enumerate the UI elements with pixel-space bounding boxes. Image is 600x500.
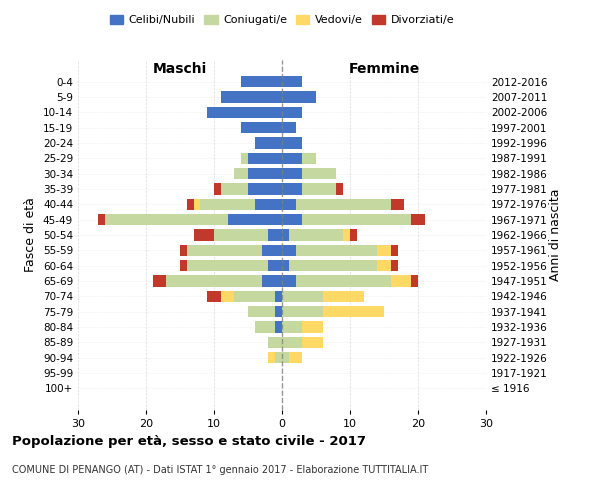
Bar xyxy=(214,229,268,241)
Bar xyxy=(248,168,282,179)
Bar xyxy=(282,229,289,241)
Bar xyxy=(282,76,302,88)
Bar xyxy=(214,183,221,194)
Bar xyxy=(187,260,268,272)
Bar xyxy=(282,91,316,102)
Text: Femmine: Femmine xyxy=(349,62,419,76)
Bar xyxy=(282,276,296,287)
Bar xyxy=(391,198,404,210)
Bar xyxy=(302,168,337,179)
Bar xyxy=(241,152,248,164)
Bar xyxy=(350,229,357,241)
Bar xyxy=(275,306,282,318)
Bar xyxy=(411,276,418,287)
Bar xyxy=(289,260,377,272)
Bar xyxy=(282,322,302,333)
Bar xyxy=(275,352,282,364)
Bar xyxy=(275,290,282,302)
Y-axis label: Anni di nascita: Anni di nascita xyxy=(550,188,562,281)
Bar xyxy=(391,244,398,256)
Bar xyxy=(411,214,425,226)
Bar xyxy=(255,137,282,148)
Bar xyxy=(282,244,296,256)
Bar xyxy=(268,229,282,241)
Bar xyxy=(282,306,323,318)
Bar xyxy=(194,229,214,241)
Bar xyxy=(187,198,194,210)
Bar xyxy=(235,168,248,179)
Bar xyxy=(391,276,411,287)
Bar xyxy=(302,214,411,226)
Bar xyxy=(221,183,248,194)
Bar xyxy=(221,290,235,302)
Bar xyxy=(282,168,302,179)
Text: COMUNE DI PENANGO (AT) - Dati ISTAT 1° gennaio 2017 - Elaborazione TUTTITALIA.IT: COMUNE DI PENANGO (AT) - Dati ISTAT 1° g… xyxy=(12,465,428,475)
Bar xyxy=(262,276,282,287)
Bar xyxy=(275,322,282,333)
Bar xyxy=(207,106,282,118)
Bar xyxy=(268,352,275,364)
Bar xyxy=(296,198,391,210)
Bar xyxy=(282,183,302,194)
Bar xyxy=(302,183,337,194)
Bar xyxy=(343,229,350,241)
Bar xyxy=(296,276,391,287)
Bar xyxy=(166,276,262,287)
Bar xyxy=(180,260,187,272)
Bar xyxy=(248,183,282,194)
Bar xyxy=(262,244,282,256)
Bar xyxy=(377,244,391,256)
Bar xyxy=(241,122,282,134)
Bar xyxy=(180,244,187,256)
Bar xyxy=(268,260,282,272)
Bar xyxy=(282,290,323,302)
Bar xyxy=(200,198,255,210)
Bar xyxy=(268,336,282,348)
Bar xyxy=(282,106,302,118)
Bar xyxy=(282,260,289,272)
Bar xyxy=(248,152,282,164)
Bar xyxy=(207,290,221,302)
Bar xyxy=(282,336,302,348)
Bar xyxy=(153,276,166,287)
Bar xyxy=(337,183,343,194)
Bar xyxy=(241,76,282,88)
Bar xyxy=(302,152,316,164)
Bar xyxy=(323,290,364,302)
Y-axis label: Fasce di età: Fasce di età xyxy=(25,198,37,272)
Bar xyxy=(282,137,302,148)
Legend: Celibi/Nubili, Coniugati/e, Vedovi/e, Divorziati/e: Celibi/Nubili, Coniugati/e, Vedovi/e, Di… xyxy=(106,10,458,30)
Bar xyxy=(282,198,296,210)
Bar xyxy=(194,198,200,210)
Bar xyxy=(323,306,384,318)
Bar xyxy=(221,91,282,102)
Bar xyxy=(302,336,323,348)
Bar xyxy=(255,198,282,210)
Text: Maschi: Maschi xyxy=(153,62,207,76)
Bar xyxy=(282,152,302,164)
Bar xyxy=(377,260,391,272)
Bar xyxy=(391,260,398,272)
Bar xyxy=(282,352,289,364)
Bar xyxy=(302,322,323,333)
Bar xyxy=(255,322,275,333)
Bar xyxy=(227,214,282,226)
Bar xyxy=(98,214,105,226)
Bar xyxy=(296,244,377,256)
Bar xyxy=(248,306,275,318)
Bar xyxy=(187,244,262,256)
Bar xyxy=(105,214,227,226)
Bar xyxy=(282,122,296,134)
Bar xyxy=(235,290,275,302)
Text: Popolazione per età, sesso e stato civile - 2017: Popolazione per età, sesso e stato civil… xyxy=(12,435,366,448)
Bar xyxy=(282,214,302,226)
Bar xyxy=(289,229,343,241)
Bar xyxy=(289,352,302,364)
